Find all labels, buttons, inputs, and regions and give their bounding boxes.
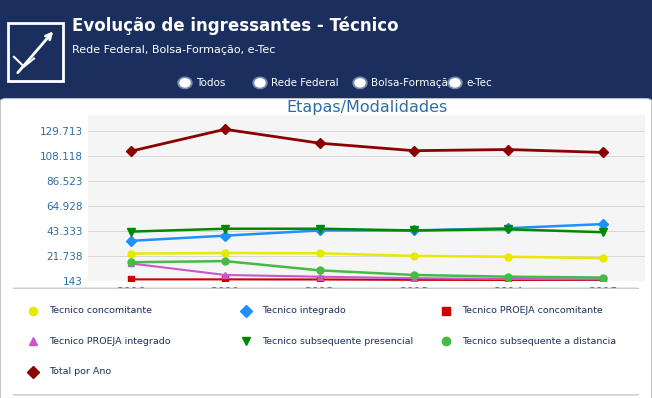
Text: Total por Ano: Total por Ano (50, 367, 111, 377)
Text: Rede Federal: Rede Federal (271, 78, 338, 88)
Tecnico PROEJA integrado (316, 274, 323, 279)
Total por Ano (410, 148, 418, 153)
Text: Evolução de ingressantes - Técnico: Evolução de ingressantes - Técnico (72, 17, 398, 35)
Tecnico PROEJA integrado (410, 276, 418, 281)
Tecnico PROEJA concomitante (126, 277, 134, 282)
Text: Todos: Todos (196, 78, 226, 88)
Tecnico PROEJA concomitante (505, 277, 512, 282)
Total por Ano (599, 150, 607, 155)
Text: Tecnico subsequente a distancia: Tecnico subsequente a distancia (462, 337, 617, 346)
Circle shape (450, 79, 460, 87)
Text: e-Tec: e-Tec (466, 78, 492, 88)
FancyBboxPatch shape (0, 99, 652, 398)
Total por Ano (505, 147, 512, 152)
Tecnico PROEJA integrado (599, 277, 607, 282)
Text: Bolsa-Formação: Bolsa-Formação (371, 78, 454, 88)
Tecnico subsequente presencial (126, 229, 134, 234)
Line: Tecnico integrado: Tecnico integrado (127, 220, 606, 244)
Tecnico subsequente a distancia (410, 273, 418, 277)
Total por Ano (126, 149, 134, 154)
Tecnico PROEJA integrado (505, 277, 512, 281)
Tecnico subsequente a distancia (316, 268, 323, 273)
Tecnico integrado (316, 228, 323, 233)
Line: Tecnico concomitante: Tecnico concomitante (127, 250, 606, 261)
Line: Tecnico PROEJA concomitante: Tecnico PROEJA concomitante (127, 276, 606, 283)
Tecnico subsequente presencial (316, 226, 323, 231)
Tecnico subsequente a distancia (599, 275, 607, 280)
Text: Etapas/Modalidades: Etapas/Modalidades (286, 100, 447, 115)
Circle shape (355, 79, 365, 87)
Tecnico PROEJA integrado (126, 261, 134, 266)
Tecnico integrado (505, 226, 512, 230)
Text: Tecnico PROEJA concomitante: Tecnico PROEJA concomitante (462, 306, 603, 315)
Text: Rede Federal, Bolsa-Formação, e-Tec: Rede Federal, Bolsa-Formação, e-Tec (72, 45, 275, 55)
Tecnico integrado (221, 233, 229, 238)
Tecnico subsequente presencial (410, 228, 418, 233)
Circle shape (253, 77, 267, 89)
Tecnico integrado (599, 222, 607, 226)
Tecnico PROEJA concomitante (316, 277, 323, 282)
Circle shape (255, 79, 265, 87)
Tecnico subsequente a distancia (505, 274, 512, 279)
Tecnico subsequente a distancia (221, 259, 229, 263)
Text: Tecnico integrado: Tecnico integrado (262, 306, 346, 315)
Circle shape (448, 77, 462, 89)
Text: Tecnico subsequente presencial: Tecnico subsequente presencial (262, 337, 413, 346)
Text: Tecnico concomitante: Tecnico concomitante (50, 306, 153, 315)
Total por Ano (316, 141, 323, 146)
Tecnico PROEJA concomitante (599, 278, 607, 283)
FancyBboxPatch shape (10, 288, 641, 395)
Tecnico concomitante (126, 251, 134, 256)
Tecnico PROEJA integrado (221, 273, 229, 277)
Tecnico concomitante (316, 251, 323, 256)
FancyBboxPatch shape (8, 23, 63, 81)
Line: Tecnico PROEJA integrado: Tecnico PROEJA integrado (127, 260, 606, 283)
Tecnico subsequente presencial (599, 230, 607, 234)
Tecnico concomitante (221, 251, 229, 256)
Tecnico concomitante (599, 256, 607, 261)
Tecnico subsequente a distancia (126, 260, 134, 265)
Line: Total por Ano: Total por Ano (127, 126, 606, 156)
Tecnico concomitante (505, 254, 512, 259)
Circle shape (180, 79, 190, 87)
Tecnico subsequente presencial (221, 226, 229, 231)
Tecnico PROEJA concomitante (410, 277, 418, 282)
Line: Tecnico subsequente a distancia: Tecnico subsequente a distancia (127, 258, 606, 281)
Tecnico subsequente presencial (505, 227, 512, 232)
Tecnico integrado (126, 238, 134, 243)
Tecnico integrado (410, 228, 418, 233)
Tecnico concomitante (410, 254, 418, 258)
Circle shape (353, 77, 367, 89)
Text: Tecnico PROEJA integrado: Tecnico PROEJA integrado (50, 337, 171, 346)
Circle shape (178, 77, 192, 89)
Line: Tecnico subsequente presencial: Tecnico subsequente presencial (126, 224, 607, 236)
Total por Ano (221, 127, 229, 132)
Tecnico PROEJA concomitante (221, 277, 229, 282)
